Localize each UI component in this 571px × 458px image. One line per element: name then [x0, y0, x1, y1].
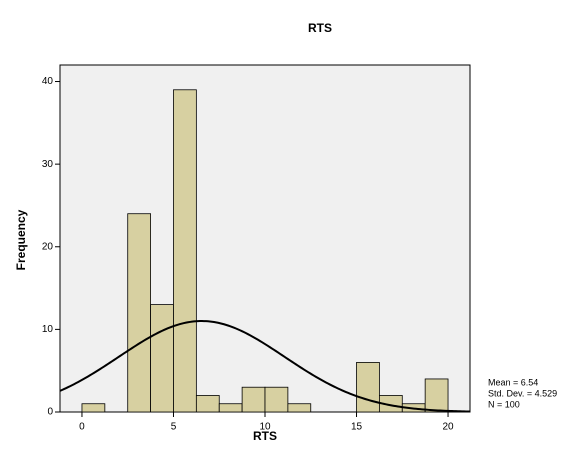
- y-axis-label: Frequency: [14, 209, 28, 270]
- bar: [241, 386, 266, 413]
- bar: [150, 304, 174, 413]
- y-tick-label: 30: [42, 159, 54, 170]
- x-tick-label: 20: [442, 422, 454, 433]
- bar: [424, 378, 449, 413]
- normal-curve: [59, 320, 471, 413]
- x-tick-label: 5: [171, 422, 177, 433]
- plot-area: [59, 64, 471, 413]
- bar: [218, 403, 243, 413]
- bar: [127, 213, 152, 413]
- bar: [264, 386, 289, 413]
- bar: [173, 89, 197, 413]
- bar: [195, 395, 220, 413]
- bar: [81, 403, 106, 413]
- x-tick-label: 0: [79, 422, 85, 433]
- stat-label: Mean = 6.54: [488, 377, 538, 387]
- x-axis-label: RTS: [253, 429, 277, 443]
- chart-title: RTS: [308, 21, 332, 35]
- x-tick-label: 15: [351, 422, 363, 433]
- bar: [356, 362, 380, 413]
- y-tick-label: 40: [42, 76, 54, 87]
- stat-label: Std. Dev. = 4.529: [488, 388, 557, 398]
- y-tick-label: 10: [42, 324, 54, 335]
- x-tick-label: 10: [259, 422, 271, 433]
- y-tick-label: 20: [42, 241, 54, 252]
- stat-label: N = 100: [488, 399, 520, 409]
- y-tick-label: 0: [47, 407, 53, 418]
- bar: [287, 403, 312, 413]
